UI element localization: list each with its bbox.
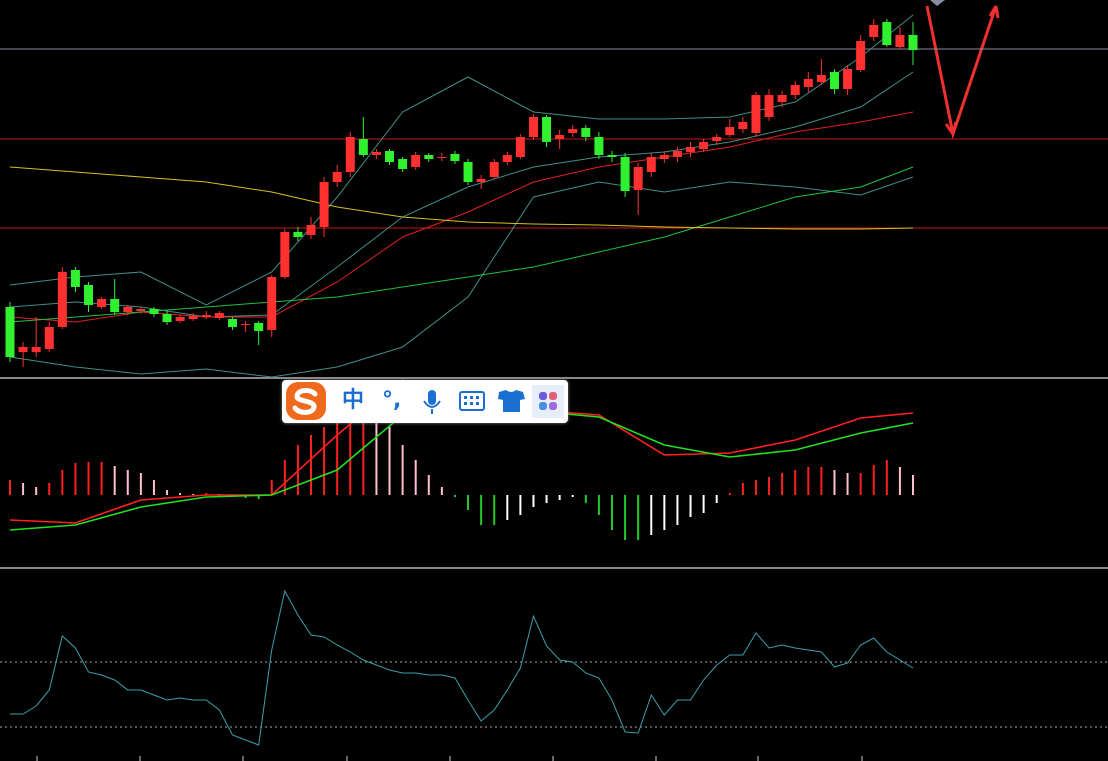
candle-body xyxy=(450,154,460,161)
indicator-line xyxy=(9,166,914,230)
candle-body xyxy=(18,347,28,352)
candle-body xyxy=(908,35,918,50)
candle-body xyxy=(633,167,643,190)
candle-body xyxy=(332,172,342,182)
candle-body xyxy=(358,139,368,155)
candle-body xyxy=(5,307,15,357)
candle-body xyxy=(725,127,735,135)
candle-body xyxy=(31,347,41,352)
candle-body xyxy=(607,155,617,157)
candle-body xyxy=(568,129,578,133)
candle-body xyxy=(594,137,604,155)
candle-body xyxy=(764,95,774,117)
candle-body xyxy=(869,25,879,37)
indicator-line xyxy=(9,176,914,378)
candle-body xyxy=(816,75,826,82)
marker xyxy=(930,0,945,6)
candle-body xyxy=(895,35,905,47)
indicator-line xyxy=(9,408,914,531)
candle-body xyxy=(699,142,709,149)
candle-body xyxy=(882,22,892,45)
candle-body xyxy=(267,277,277,330)
candle-body xyxy=(280,232,290,277)
candle-body xyxy=(254,323,264,331)
candle-body xyxy=(672,151,682,157)
candle-body xyxy=(241,324,251,325)
candle-body xyxy=(385,151,395,162)
ime-toolbar[interactable]: 中 °, xyxy=(282,380,568,423)
candle-body xyxy=(201,315,211,317)
indicator-line xyxy=(9,71,914,318)
candle-body xyxy=(149,309,159,314)
candle-body xyxy=(463,162,473,182)
candle-body xyxy=(751,95,761,133)
candle-body xyxy=(123,307,133,312)
candle-body xyxy=(371,152,381,155)
ime-punct[interactable]: °, xyxy=(382,388,402,413)
candle-body xyxy=(843,69,853,89)
candle-body xyxy=(515,137,525,157)
candle-body xyxy=(306,225,316,235)
candle-body xyxy=(581,128,591,137)
x-axis-ticks xyxy=(36,756,863,761)
indicator-line xyxy=(9,111,914,323)
candle-body xyxy=(829,72,839,89)
candle-body xyxy=(476,179,486,182)
indicator-line xyxy=(10,589,914,746)
ime-mode[interactable]: 中 xyxy=(342,388,365,413)
candle-body xyxy=(686,147,696,152)
candle-body xyxy=(803,79,813,87)
candle-body xyxy=(293,232,303,237)
drawn-arrow xyxy=(925,5,1000,140)
ime-icons[interactable] xyxy=(412,380,572,423)
candle-body xyxy=(790,85,800,95)
candle-body xyxy=(398,159,408,169)
candle-body xyxy=(162,314,172,322)
indicator-line xyxy=(9,14,914,306)
candle-body xyxy=(84,285,94,305)
candle-body xyxy=(70,270,80,287)
candle-body xyxy=(110,299,120,312)
ime-logo[interactable] xyxy=(282,380,332,423)
candle-body xyxy=(227,319,237,327)
candle-body xyxy=(659,155,669,159)
candle-body xyxy=(44,327,54,349)
candle-body xyxy=(175,317,185,321)
candle-body xyxy=(555,135,565,139)
candle-body xyxy=(738,122,748,129)
candle-body xyxy=(646,157,656,172)
indicator-line xyxy=(9,166,914,323)
candle-body xyxy=(437,157,447,158)
candle-body xyxy=(57,272,67,327)
candle-body xyxy=(542,117,552,142)
candle-body xyxy=(777,95,787,102)
candle-body xyxy=(319,182,329,227)
candle-body xyxy=(188,316,198,319)
candle-body xyxy=(528,117,538,137)
candle-body xyxy=(856,41,866,70)
candle-body xyxy=(411,155,421,167)
candle-body xyxy=(489,162,499,177)
candle-body xyxy=(620,157,630,191)
candle-body xyxy=(345,137,355,172)
candle-body xyxy=(97,299,107,307)
candle-body xyxy=(136,309,146,311)
candle-body xyxy=(214,313,224,318)
candle-body xyxy=(712,137,722,141)
candle-body xyxy=(424,155,434,159)
candle-body xyxy=(502,155,512,162)
